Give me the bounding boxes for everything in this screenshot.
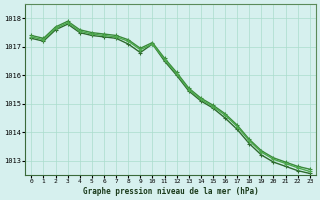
X-axis label: Graphe pression niveau de la mer (hPa): Graphe pression niveau de la mer (hPa) <box>83 187 259 196</box>
